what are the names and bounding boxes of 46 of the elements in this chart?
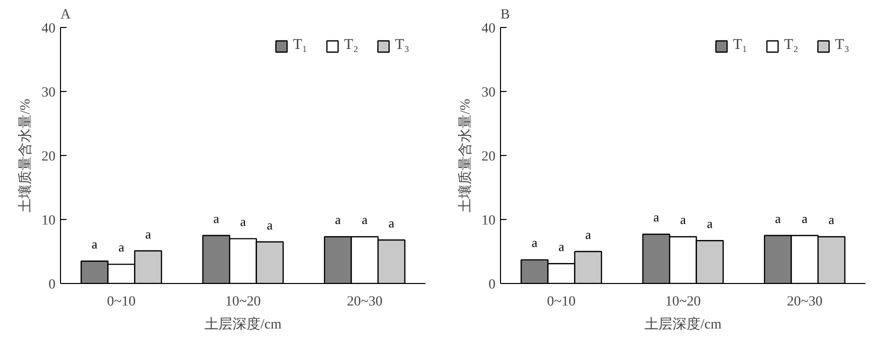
y-axis-title: 土壤质量含水量/% <box>18 98 34 212</box>
data-label: a <box>92 236 98 252</box>
data-label: a <box>775 210 782 226</box>
legend-label: T₁ <box>293 37 308 54</box>
y-tick-label: 40 <box>482 22 496 36</box>
data-label: a <box>532 235 538 250</box>
y-tick-label: 20 <box>482 150 496 164</box>
legend-label: T₂ <box>784 37 800 54</box>
data-label: a <box>585 226 592 242</box>
y-tick-label: 10 <box>42 214 56 228</box>
x-axis-title: 土层深度/cm <box>204 316 282 332</box>
chart-title: B <box>500 8 510 22</box>
data-label: a <box>240 214 246 230</box>
legend-label: T₃ <box>835 37 850 54</box>
data-label: a <box>653 210 660 225</box>
data-label: a <box>828 212 835 228</box>
y-tick-label: 0 <box>488 278 496 292</box>
chart-title: A <box>60 8 72 22</box>
x-tick-label: 0~10 <box>107 294 136 310</box>
x-tick-label: 20~30 <box>786 294 822 310</box>
y-tick-label: 20 <box>42 150 56 164</box>
y-tick-label: 40 <box>42 22 56 36</box>
data-label: a <box>388 215 395 230</box>
data-label: a <box>362 212 368 228</box>
y-tick-label: 10 <box>482 214 496 228</box>
data-label: a <box>680 212 686 228</box>
data-label: a <box>118 240 124 255</box>
y-tick-label: 30 <box>42 86 56 100</box>
data-label: a <box>558 239 564 254</box>
y-tick-label: 30 <box>482 86 496 100</box>
y-axis-title: 土壤质量含水量/% <box>458 98 474 212</box>
data-label: a <box>266 217 273 232</box>
data-label: a <box>802 210 808 226</box>
data-label: a <box>145 226 152 242</box>
data-label: a <box>335 212 342 228</box>
y-tick-label: 0 <box>48 278 56 292</box>
legend-label: T₁ <box>733 37 748 54</box>
data-label: a <box>706 216 713 232</box>
x-tick-label: 0~10 <box>547 294 576 310</box>
x-axis-title: 土层深度/cm <box>644 316 722 332</box>
x-tick-label: 20~30 <box>346 294 382 310</box>
legend-label: T₂ <box>344 37 360 54</box>
data-label: a <box>213 210 220 226</box>
x-tick-label: 10~20 <box>225 294 261 310</box>
x-tick-label: 10~20 <box>665 294 701 310</box>
legend-label: T₃ <box>395 37 410 54</box>
